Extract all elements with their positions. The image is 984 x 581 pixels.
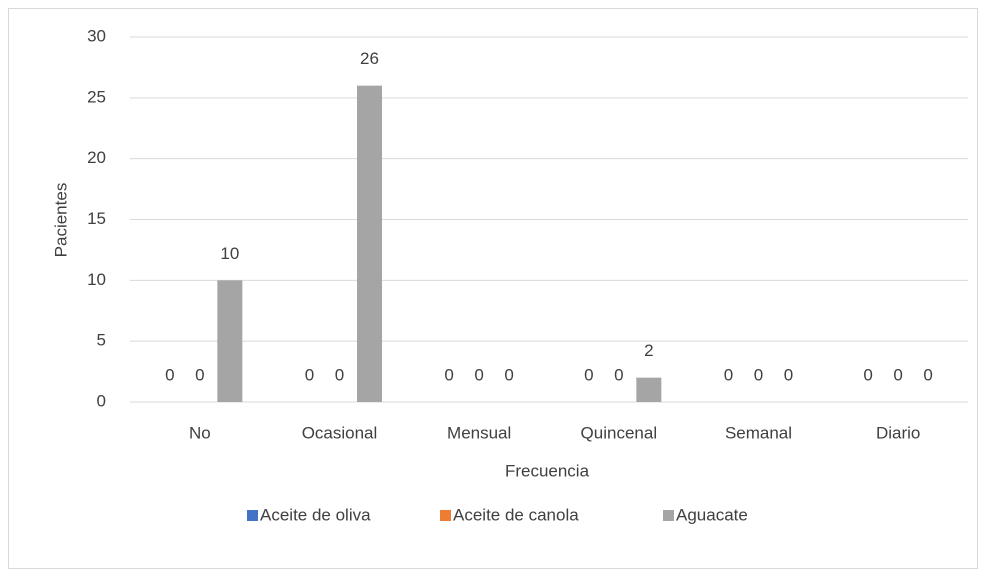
legend-label: Aceite de canola [453,505,579,524]
data-label: 0 [584,365,593,384]
y-tick-label: 5 [97,331,106,350]
data-label: 0 [893,365,902,384]
legend-swatch [247,510,258,521]
x-axis-title: Frecuencia [505,461,590,480]
legend-swatch [440,510,451,521]
data-label: 0 [444,365,453,384]
x-tick-label: Diario [876,423,920,442]
data-label: 0 [724,365,733,384]
y-tick-label: 30 [87,26,106,45]
bar [357,85,382,403]
data-label: 0 [504,365,513,384]
y-tick-label: 20 [87,148,106,167]
y-axis-title: Pacientes [51,183,70,258]
data-label: 2 [644,341,653,360]
data-label: 0 [305,365,314,384]
y-tick-label: 15 [87,209,106,228]
legend-swatch [663,510,674,521]
y-tick-label: 0 [97,391,106,410]
data-label: 10 [220,244,239,263]
chart-border [8,8,978,569]
x-tick-label: Quincenal [581,423,658,442]
x-tick-label: No [189,423,211,442]
y-tick-label: 25 [87,87,106,106]
bar [636,377,662,402]
legend-label: Aceite de oliva [260,505,371,524]
legend-label: Aguacate [676,505,748,524]
data-label: 0 [335,365,344,384]
data-label: 0 [754,365,763,384]
data-label: 0 [614,365,623,384]
data-label: 0 [474,365,483,384]
x-tick-label: Mensual [447,423,511,442]
data-label: 0 [784,365,793,384]
x-tick-label: Semanal [725,423,792,442]
data-label: 0 [923,365,932,384]
x-tick-label: Ocasional [302,423,378,442]
bar [217,280,243,402]
data-label: 0 [165,365,174,384]
y-tick-label: 10 [87,270,106,289]
data-label: 0 [863,365,872,384]
data-label: 26 [360,49,379,68]
data-label: 0 [195,365,204,384]
